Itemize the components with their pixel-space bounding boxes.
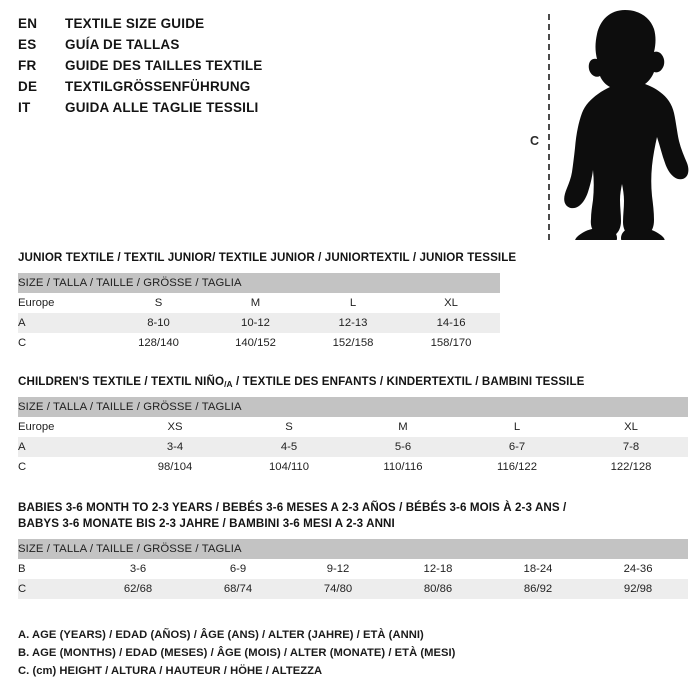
table-cell: 18-24	[488, 559, 588, 579]
table-cell: XL	[402, 293, 501, 313]
table-row: C 128/140 140/152 152/158 158/170	[18, 333, 501, 353]
children-heading-pre: CHILDREN'S TEXTILE / TEXTIL NIÑO	[18, 375, 225, 388]
language-row-it: IT GUIDA ALLE TAGLIE TESSILI	[18, 100, 488, 121]
table-cell: 4-5	[232, 437, 346, 457]
legend-block: A. AGE (YEARS) / EDAD (AÑOS) / ÂGE (ANS)…	[18, 626, 538, 680]
table-cell: L	[460, 417, 574, 437]
table-row: Europe XS S M L XL	[18, 417, 689, 437]
table-cell: 116/122	[460, 457, 574, 477]
table-row: SIZE / TALLA / TAILLE / GRÖSSE / TAGLIA	[18, 397, 689, 417]
table-cell: 8-10	[110, 313, 207, 333]
section-children: CHILDREN'S TEXTILE / TEXTIL NIÑO/A / TEX…	[18, 374, 689, 477]
row-label: Europe	[18, 417, 118, 437]
height-dashed-line	[548, 14, 550, 240]
language-row-de: DE TEXTILGRÖSSENFÜHRUNG	[18, 79, 488, 100]
row-label: C	[18, 579, 88, 599]
children-heading-sub: /A	[224, 378, 233, 389]
table-cell: M	[346, 417, 460, 437]
junior-heading: JUNIOR TEXTILE / TEXTIL JUNIOR/ TEXTILE …	[18, 251, 517, 264]
table-row: Europe S M L XL	[18, 293, 501, 313]
language-title-fr: GUIDE DES TAILLES TEXTILE	[65, 58, 263, 73]
table-row: A 3-4 4-5 5-6 6-7 7-8	[18, 437, 689, 457]
table-cell: 80/86	[388, 579, 488, 599]
table-row: SIZE / TALLA / TAILLE / GRÖSSE / TAGLIA	[18, 273, 501, 293]
language-title-en: TEXTILE SIZE GUIDE	[65, 16, 205, 31]
legend-line-b: B. AGE (MONTHS) / EDAD (MESES) / ÂGE (MO…	[18, 647, 456, 659]
language-title-block: EN TEXTILE SIZE GUIDE ES GUÍA DE TALLAS …	[18, 16, 488, 121]
language-row-es: ES GUÍA DE TALLAS	[18, 37, 488, 58]
legend-line-c: C. (cm) HEIGHT / ALTURA / HAUTEUR / HÖHE…	[18, 665, 323, 677]
table-cell: 3-4	[118, 437, 232, 457]
table-row: C 98/104 104/110 110/116 116/122 122/128	[18, 457, 689, 477]
language-code-en: EN	[18, 16, 38, 31]
table-row: C 62/68 68/74 74/80 80/86 86/92 92/98	[18, 579, 689, 599]
table-cell: 6-9	[188, 559, 288, 579]
table-cell: 9-12	[288, 559, 388, 579]
junior-size-table: SIZE / TALLA / TAILLE / GRÖSSE / TAGLIA …	[18, 273, 501, 353]
table-cell: 128/140	[110, 333, 207, 353]
table-cell: 7-8	[574, 437, 689, 457]
table-cell: 12-13	[304, 313, 402, 333]
language-title-es: GUÍA DE TALLAS	[65, 37, 180, 52]
row-label: B	[18, 559, 88, 579]
table-cell: 92/98	[588, 579, 689, 599]
language-code-it: IT	[18, 100, 31, 115]
children-size-table: SIZE / TALLA / TAILLE / GRÖSSE / TAGLIA …	[18, 397, 689, 477]
table-cell: 74/80	[288, 579, 388, 599]
language-title-de: TEXTILGRÖSSENFÜHRUNG	[65, 79, 251, 94]
table-cell: 152/158	[304, 333, 402, 353]
table-cell: 122/128	[574, 457, 689, 477]
table-cell: 104/110	[232, 457, 346, 477]
babies-size-table: SIZE / TALLA / TAILLE / GRÖSSE / TAGLIA …	[18, 539, 689, 599]
language-row-fr: FR GUIDE DES TAILLES TEXTILE	[18, 58, 488, 79]
row-label: C	[18, 333, 110, 353]
children-heading: CHILDREN'S TEXTILE / TEXTIL NIÑO/A / TEX…	[18, 374, 688, 390]
babies-heading-line1: BABIES 3-6 MONTH TO 2-3 YEARS / BEBÉS 3-…	[18, 501, 567, 514]
height-marker-label: C	[530, 134, 540, 148]
table-row: B 3-6 6-9 9-12 12-18 18-24 24-36	[18, 559, 689, 579]
table-cell: L	[304, 293, 402, 313]
table-cell: 110/116	[346, 457, 460, 477]
language-code-es: ES	[18, 37, 37, 52]
legend-line-a: A. AGE (YEARS) / EDAD (AÑOS) / ÂGE (ANS)…	[18, 629, 424, 641]
babies-heading-line2: BABYS 3-6 MONATE BIS 2-3 JAHRE / BAMBINI…	[18, 517, 395, 530]
table-cell: S	[110, 293, 207, 313]
children-heading-post: / TEXTILE DES ENFANTS / KINDERTEXTIL / B…	[232, 375, 585, 388]
section-babies: BABIES 3-6 MONTH TO 2-3 YEARS / BEBÉS 3-…	[18, 500, 689, 599]
table-cell: XL	[574, 417, 689, 437]
language-code-fr: FR	[18, 58, 37, 73]
table-cell: 140/152	[207, 333, 304, 353]
language-title-it: GUIDA ALLE TAGLIE TESSILI	[65, 100, 259, 115]
table-cell: 68/74	[188, 579, 288, 599]
table-row: SIZE / TALLA / TAILLE / GRÖSSE / TAGLIA	[18, 539, 689, 559]
language-code-de: DE	[18, 79, 38, 94]
children-size-header: SIZE / TALLA / TAILLE / GRÖSSE / TAGLIA	[18, 397, 689, 417]
table-row: A 8-10 10-12 12-13 14-16	[18, 313, 501, 333]
row-label: A	[18, 437, 118, 457]
table-cell: 3-6	[88, 559, 188, 579]
table-cell: 6-7	[460, 437, 574, 457]
table-cell: 5-6	[346, 437, 460, 457]
row-label: C	[18, 457, 118, 477]
junior-size-header: SIZE / TALLA / TAILLE / GRÖSSE / TAGLIA	[18, 273, 501, 293]
toddler-silhouette-icon	[562, 8, 690, 240]
table-cell: 86/92	[488, 579, 588, 599]
row-label: A	[18, 313, 110, 333]
table-cell: S	[232, 417, 346, 437]
table-cell: 24-36	[588, 559, 689, 579]
table-cell: 158/170	[402, 333, 501, 353]
section-junior: JUNIOR TEXTILE / TEXTIL JUNIOR/ TEXTILE …	[18, 250, 516, 353]
language-row-en: EN TEXTILE SIZE GUIDE	[18, 16, 488, 37]
table-cell: XS	[118, 417, 232, 437]
table-cell: 14-16	[402, 313, 501, 333]
table-cell: M	[207, 293, 304, 313]
table-cell: 10-12	[207, 313, 304, 333]
row-label: Europe	[18, 293, 110, 313]
table-cell: 98/104	[118, 457, 232, 477]
table-cell: 12-18	[388, 559, 488, 579]
height-measurement-figure: C	[520, 8, 692, 240]
table-cell: 62/68	[88, 579, 188, 599]
babies-size-header: SIZE / TALLA / TAILLE / GRÖSSE / TAGLIA	[18, 539, 689, 559]
